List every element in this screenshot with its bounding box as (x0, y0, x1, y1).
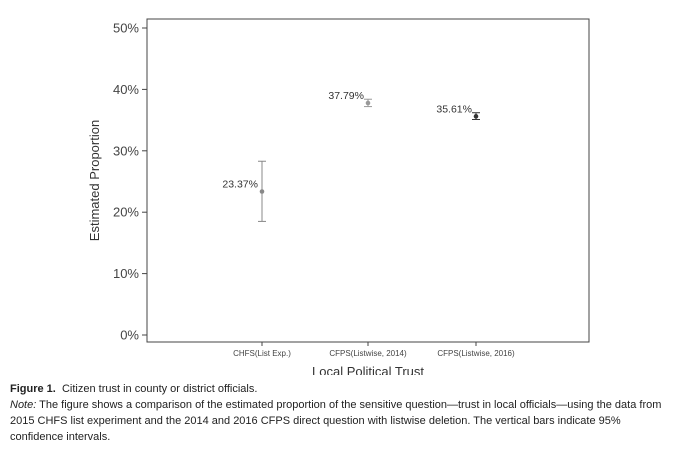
figure-caption: Figure 1. Citizen trust in county or dis… (10, 381, 670, 445)
point-value-label: 35.61% (436, 103, 472, 115)
point-marker (259, 189, 265, 194)
y-axis-title: Estimated Proportion (87, 120, 102, 241)
x-axis-title: Local Political Trust (312, 364, 424, 375)
plot-frame (146, 18, 590, 343)
point-marker (365, 100, 371, 106)
figure-label: Figure 1. (10, 383, 56, 395)
point-marker (473, 114, 479, 119)
x-axis: CHFS(List Exp.) CFPS(Listwise, 2014) CFPS(… (233, 342, 515, 358)
y-tick-label: 10% (113, 266, 139, 281)
x-category-label: CFPS(Listwise, 2014) (329, 349, 407, 358)
caption-title-line: Figure 1. Citizen trust in county or dis… (10, 381, 670, 397)
caption-note: Note: The figure shows a comparison of t… (10, 397, 670, 445)
chart: 0% 10% 20% 30% 40% 50% CHFS(List Exp.) CFPS(Li… (87, 18, 590, 375)
x-category-label: CHFS(List Exp.) (233, 349, 291, 358)
point-value-label: 37.79% (328, 90, 364, 102)
y-tick-label: 40% (113, 82, 139, 97)
y-tick-label: 50% (113, 21, 139, 36)
note-text: The figure shows a comparison of the est… (10, 399, 662, 443)
y-tick-label: 30% (113, 143, 139, 158)
y-tick-label: 20% (113, 205, 139, 220)
data-points: 23.37% 37.79% 35.61% (222, 90, 480, 222)
data-point-group: 23.37% (222, 160, 266, 222)
x-category-label: CFPS(Listwise, 2016) (437, 349, 515, 358)
y-axis: 0% 10% 20% 30% 40% 50% (113, 21, 147, 343)
note-label: Note: (10, 399, 37, 411)
point-value-label: 23.37% (222, 179, 258, 191)
data-point-group: 35.61% (436, 103, 480, 120)
figure-title: Citizen trust in county or district offi… (61, 383, 258, 395)
data-point-group: 37.79% (328, 90, 372, 108)
y-tick-label: 0% (120, 328, 139, 343)
